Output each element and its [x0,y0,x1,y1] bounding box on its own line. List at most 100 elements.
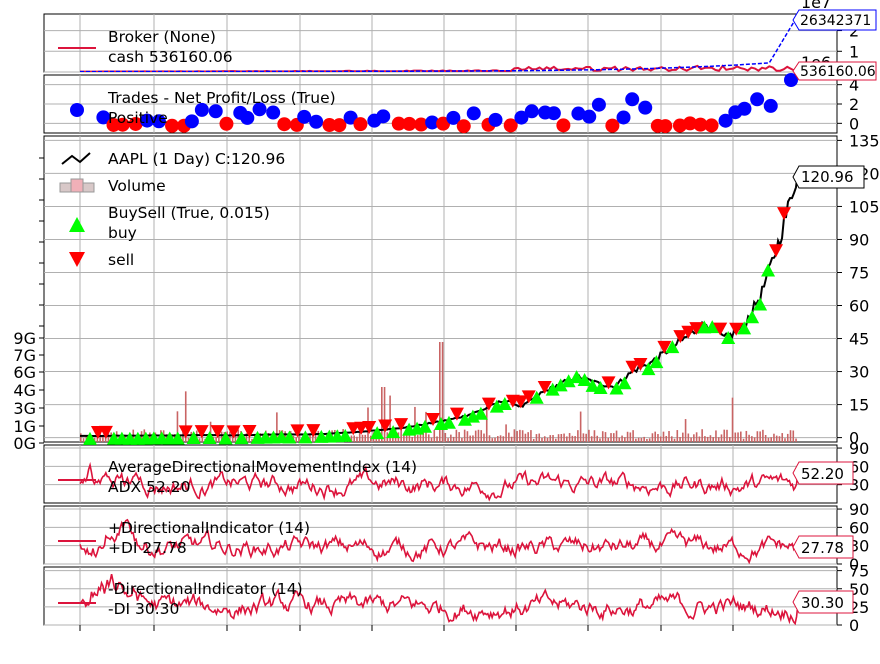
buy-marker [218,431,233,445]
trade-negative-marker [658,119,673,134]
volume-bar [726,429,728,442]
volume-bar [350,435,353,442]
trade-positive-marker [194,102,209,117]
volume-bar [358,432,361,442]
sell-marker [625,360,640,374]
volume-bar [229,431,231,442]
trade-positive-marker [446,110,461,125]
volume-bar [220,431,223,442]
sell-marker [226,425,241,439]
sell-marker [673,330,688,344]
sell-marker [306,424,321,438]
svg-text:536160.06: 536160.06 [800,64,876,80]
trade-positive-marker [252,102,267,117]
volume-bar [773,433,775,442]
sell-marker [290,424,305,438]
trade-negative-marker [353,117,368,132]
volume-bar [563,433,565,442]
volume-bar [599,438,601,442]
buy-marker [282,430,297,444]
volume-bar [668,431,670,442]
volume-bar [728,437,731,442]
volume-bar [441,342,444,442]
volume-bar [427,434,430,442]
volume-bar [579,411,582,442]
volume-bar [452,436,455,442]
trade-negative-marker [414,117,429,132]
legend-broker-cash: cash 536160.06 [108,48,233,66]
buy-marker [418,419,433,433]
volume-bar [104,437,107,442]
trade-positive-marker [750,92,765,107]
legend-sell: sell [108,251,134,269]
legend-trades-title: Trades - Net Profit/Loss (True) [107,89,336,107]
sell-marker [537,380,552,394]
plusdi-line [79,518,799,564]
legend-adx-value: ADX 52.20 [108,478,190,496]
volume-bar [419,430,422,442]
volume-bar [706,436,709,442]
tag-broker-value: 26342371 [792,9,877,31]
trade-negative-marker [128,116,143,131]
sell-marker [689,322,704,336]
volume-bar [93,437,96,442]
volume-bar [637,437,640,442]
volume-bar [298,434,300,442]
volume-bar [176,411,179,442]
volume-bar [408,431,411,442]
volume-bar [485,398,488,442]
buy-marker [569,370,584,384]
volume-bar [477,429,480,442]
trades-tick-label: 0 [849,114,859,133]
volume-bar [585,433,587,442]
volume-bar [463,429,466,442]
volume-bar [149,432,151,442]
volume-tick-label: 1G [13,417,36,436]
volume-bar [530,430,532,442]
plusdi-tick-label: 30 [849,537,869,556]
buy-marker [649,355,664,369]
price-tick-label: 90 [849,230,869,249]
volume-bar [624,437,626,442]
volume-bar [682,432,684,442]
volume-bar [789,430,792,442]
volume-bar [474,430,477,442]
buy-marker [761,263,776,277]
volume-bar [626,431,629,442]
volume-bar [632,430,634,442]
volume-bar [513,429,516,442]
volume-bar [356,436,358,442]
volume-bar [588,429,590,442]
sell-marker [178,425,193,439]
trades-tick-label: 2 [849,95,859,114]
volume-bar [659,436,662,442]
volume-bar [455,429,458,442]
plusdi-line-group [79,518,799,564]
volume-bar [684,419,687,442]
volume-bar [521,430,524,442]
trade-positive-marker [376,109,391,124]
price-tick-label: 60 [849,297,869,316]
volume-bar [687,433,690,442]
buy-marker [234,431,249,445]
buy-marker [186,431,201,445]
trade-negative-marker [456,119,471,134]
trade-negative-marker [704,118,719,133]
volume-bar [494,437,496,442]
legend-aapl-swatch [61,152,91,165]
svg-text:26342371: 26342371 [800,13,871,29]
volume-bar [698,436,701,442]
volume-bar [496,436,499,442]
sell-marker [98,425,113,439]
trade-negative-marker [115,117,130,132]
volume-bar [756,431,759,442]
volume-bar [662,431,665,442]
volume-tick-label: 7G [13,346,36,365]
trade-positive-marker [591,97,606,112]
plusdi-tick-label: 0 [849,555,859,574]
tag-minusdi: 30.30 [792,590,854,614]
volume-bar [748,434,750,442]
trade-positive-marker [309,114,324,129]
legend-plusdi-title: +DirectionalIndicator (14) [108,519,310,537]
volume-bar [775,435,778,442]
